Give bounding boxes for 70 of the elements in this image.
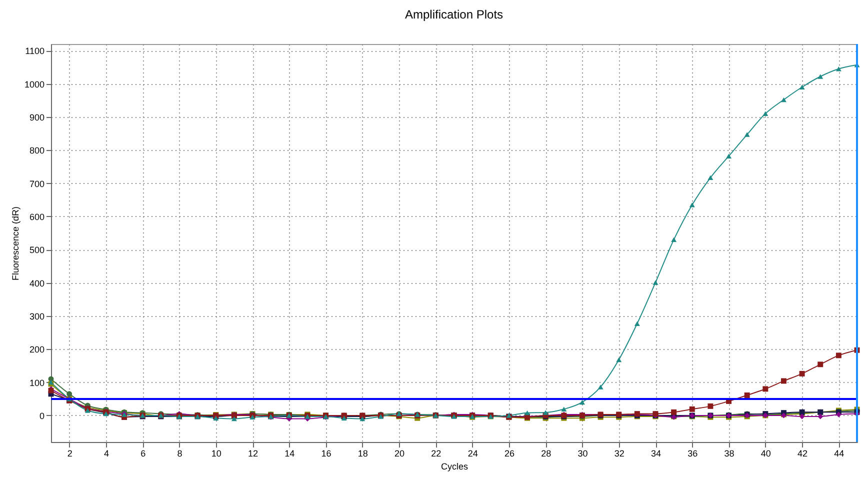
x-tick-label: 16	[321, 448, 332, 458]
x-tick-label: 30	[578, 448, 588, 458]
point	[836, 352, 842, 358]
point	[762, 386, 768, 392]
x-tick-label: 34	[650, 448, 662, 458]
y-tick-label: 100	[29, 378, 44, 388]
point	[616, 357, 622, 362]
x-tick-label: 14	[284, 448, 295, 458]
y-tick-label: 200	[29, 344, 44, 355]
point	[689, 406, 695, 412]
x-tick-label: 26	[504, 448, 514, 458]
point	[762, 111, 768, 116]
x-tick-label: 40	[760, 448, 771, 458]
y-tick-label: 300	[29, 311, 44, 322]
x-tick-label: 42	[798, 448, 808, 458]
x-tick-label: 20	[394, 448, 405, 458]
point	[780, 97, 786, 102]
x-tick-label: 36	[688, 448, 698, 458]
point	[818, 362, 824, 368]
x-tick-label: 12	[248, 448, 258, 458]
x-axis-title: Cycles	[440, 462, 468, 472]
x-tick-label: 38	[724, 448, 734, 458]
y-tick-label: 1100	[25, 46, 44, 56]
point	[818, 74, 824, 79]
x-tick-label: 22	[431, 448, 442, 458]
point	[524, 410, 530, 416]
x-tick-label: 18	[358, 448, 368, 458]
x-tick-label: 2	[67, 448, 72, 458]
y-tick-label: 1000	[24, 79, 44, 90]
point	[744, 132, 750, 137]
y-tick-label: 400	[29, 278, 44, 288]
point	[689, 202, 695, 208]
point	[561, 406, 567, 412]
point	[708, 175, 714, 180]
point	[708, 403, 714, 409]
y-tick-label: 700	[29, 178, 44, 189]
point	[799, 84, 805, 90]
point	[836, 66, 842, 72]
y-tick-label: 500	[29, 245, 44, 256]
x-tick-label: 8	[177, 448, 182, 458]
chart-title: Amplification Plots	[404, 7, 504, 22]
y-tick-label: 0	[39, 410, 44, 421]
point	[542, 410, 548, 415]
point	[818, 414, 824, 420]
x-tick-label: 44	[834, 448, 844, 458]
x-tick-label: 6	[140, 448, 146, 458]
point	[598, 384, 604, 390]
point	[836, 412, 842, 418]
point	[652, 280, 658, 285]
point	[799, 414, 805, 420]
x-tick-label: 24	[468, 448, 478, 458]
point	[634, 321, 640, 326]
point	[726, 154, 732, 158]
point	[799, 370, 805, 376]
point	[744, 392, 750, 398]
x-tick-label: 10	[211, 448, 222, 458]
point	[231, 416, 237, 422]
point	[671, 237, 677, 242]
x-tick-label: 32	[614, 448, 624, 458]
point	[780, 378, 786, 384]
point	[671, 409, 677, 415]
point	[66, 391, 72, 397]
point	[360, 416, 366, 422]
y-tick-label: 800	[29, 146, 44, 156]
point	[579, 400, 585, 405]
x-tick-label: 4	[104, 448, 109, 458]
y-tick-label: 900	[29, 112, 44, 122]
y-tick-label: 600	[29, 212, 44, 222]
x-tick-label: 28	[541, 448, 552, 458]
y-axis-title: Fluorescence (dR)	[10, 206, 20, 281]
